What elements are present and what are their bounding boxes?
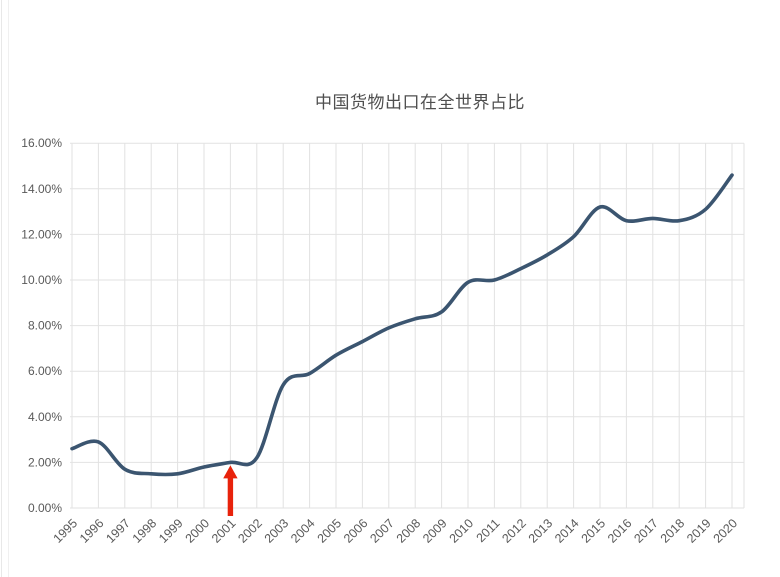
x-axis-label: 1997 xyxy=(103,516,133,546)
x-axis-label: 2006 xyxy=(341,516,371,546)
y-axis-label: 2.00% xyxy=(28,455,62,469)
x-axis-label: 2017 xyxy=(631,516,661,546)
y-axis-label: 10.00% xyxy=(21,273,62,287)
horizontal-gridlines xyxy=(70,142,744,509)
x-axis-label: 2016 xyxy=(605,516,635,546)
x-axis-label: 2003 xyxy=(262,516,292,546)
x-axis-label: 2014 xyxy=(552,516,582,546)
x-axis-label: 2020 xyxy=(711,516,741,546)
x-axis-label: 2013 xyxy=(526,516,556,546)
trend-line xyxy=(70,173,734,477)
x-axis-label: 2002 xyxy=(235,516,265,546)
y-axis-label: 0.00% xyxy=(28,501,62,515)
y-axis-label: 4.00% xyxy=(28,410,62,424)
x-axis-label: 2005 xyxy=(315,516,345,546)
x-axis-label: 2001 xyxy=(209,516,239,546)
x-axis-label: 1998 xyxy=(130,516,160,546)
vertical-gridlines xyxy=(71,143,745,508)
y-axis-label: 14.00% xyxy=(21,182,62,196)
x-axis-label: 2000 xyxy=(183,516,213,546)
y-axis-label: 6.00% xyxy=(28,364,62,378)
y-axis-label: 12.00% xyxy=(21,227,62,241)
x-axis-label: 2012 xyxy=(499,516,529,546)
x-axis-label: 2019 xyxy=(684,516,714,546)
x-axis-label: 2007 xyxy=(367,516,397,546)
x-axis-label: 2010 xyxy=(447,516,477,546)
y-axis-labels: 0.00% 2.00% 4.00% 6.00% 8.00% 10.00% 12.00% 14.… xyxy=(21,136,62,515)
x-axis-label: 1995 xyxy=(51,516,81,546)
x-axis-label: 1996 xyxy=(77,516,107,546)
x-axis-label: 2018 xyxy=(658,516,688,546)
chart-title: 中国货物出口在全世界占比 xyxy=(315,93,525,112)
x-axis-label: 2008 xyxy=(394,516,424,546)
x-axis-label: 1999 xyxy=(156,516,186,546)
x-axis-labels: 1995199619971998199920002001200220032004… xyxy=(51,516,741,546)
x-axis-label: 2011 xyxy=(474,516,503,545)
y-axis-label: 16.00% xyxy=(21,136,62,150)
y-axis-label: 8.00% xyxy=(28,319,62,333)
red-arrow-annotation xyxy=(223,465,238,516)
x-axis-label: 2009 xyxy=(420,516,450,546)
x-axis-label: 2015 xyxy=(579,516,609,546)
x-axis-label: 2004 xyxy=(288,516,318,546)
